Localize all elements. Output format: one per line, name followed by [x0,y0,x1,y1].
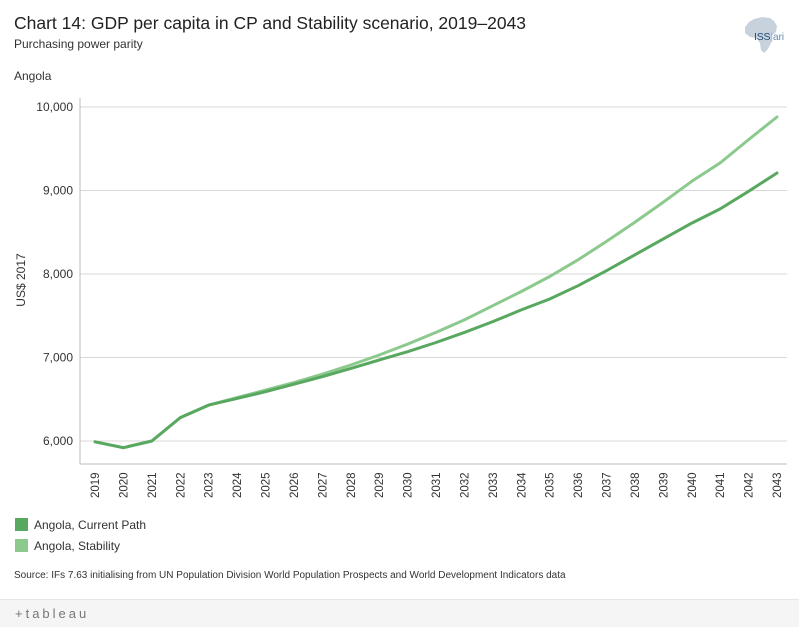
y-tick-label: 10,000 [36,100,73,114]
x-tick-label: 2028 [346,472,358,498]
x-tick-label: 2043 [772,472,784,498]
source-note: Source: IFs 7.63 initialising from UN Po… [14,570,566,581]
x-tick-label: 2040 [687,472,699,498]
x-tick-label: 2019 [90,472,102,498]
legend-swatch-current-path [15,518,28,531]
x-tick-label: 2034 [516,472,528,498]
gridlines [80,106,787,442]
x-tick-label: 2021 [147,472,159,498]
legend-label-stability: Angola, Stability [34,538,121,553]
chart-subtitle: Purchasing power parity [14,37,143,51]
legend-item-current-path[interactable]: Angola, Current Path [15,514,146,535]
x-tick-label: 2022 [175,472,187,498]
legend: Angola, Current Path Angola, Stability [15,514,146,556]
x-tick-label: 2025 [261,472,273,498]
logo-text: ISS|ari [754,31,784,43]
x-tick-label: 2038 [630,472,642,498]
y-tick-label: 7,000 [43,351,73,365]
tick-labels: 6,000 7,000 8,000 9,000 10,000 US$ 2017 2019 20… [14,100,784,498]
series-lines [93,115,779,450]
x-tick-label: 2023 [204,472,216,498]
axes [79,98,787,465]
x-tick-label: 2027 [317,472,329,498]
logo-separator: | [770,31,773,43]
x-tick-label: 2036 [573,472,585,498]
y-tick-label: 6,000 [43,434,73,448]
x-tick-label: 2031 [431,472,443,498]
legend-item-stability[interactable]: Angola, Stability [15,535,146,556]
x-tick-label: 2042 [744,472,756,498]
logo-iss: ISS [754,31,771,43]
x-tick-label: 2026 [289,472,301,498]
x-tick-label: 2039 [658,472,670,498]
x-tick-label: 2032 [459,472,471,498]
y-tick-label: 8,000 [43,267,73,281]
panel-label: Angola [14,69,52,83]
legend-swatch-stability [15,539,28,552]
chart-title: Chart 14: GDP per capita in CP and Stabi… [14,13,527,33]
series-line-current-path [93,171,779,450]
tableau-logo[interactable]: +tableau [15,606,90,621]
logo-ari: ari [772,31,784,43]
x-tick-label: 2029 [374,472,386,498]
line-chart: 6,000 7,000 8,000 9,000 10,000 US$ 2017 2019 20… [14,98,787,498]
y-axis-title: US$ 2017 [14,253,28,307]
africa-map-icon [745,17,777,53]
x-tick-label: 2020 [118,472,130,498]
x-tick-label: 2037 [602,472,614,498]
series-line-stability [93,115,779,450]
x-tick-label: 2033 [488,472,500,498]
legend-label-current-path: Angola, Current Path [34,517,147,532]
issafrica-logo [745,17,777,53]
x-tick-label: 2041 [715,472,727,498]
x-tick-label: 2030 [403,472,415,498]
y-tick-label: 9,000 [43,184,73,198]
x-tick-label: 2024 [232,472,244,498]
tableau-footer: +tableau [0,599,799,627]
x-tick-label: 2035 [545,472,557,498]
